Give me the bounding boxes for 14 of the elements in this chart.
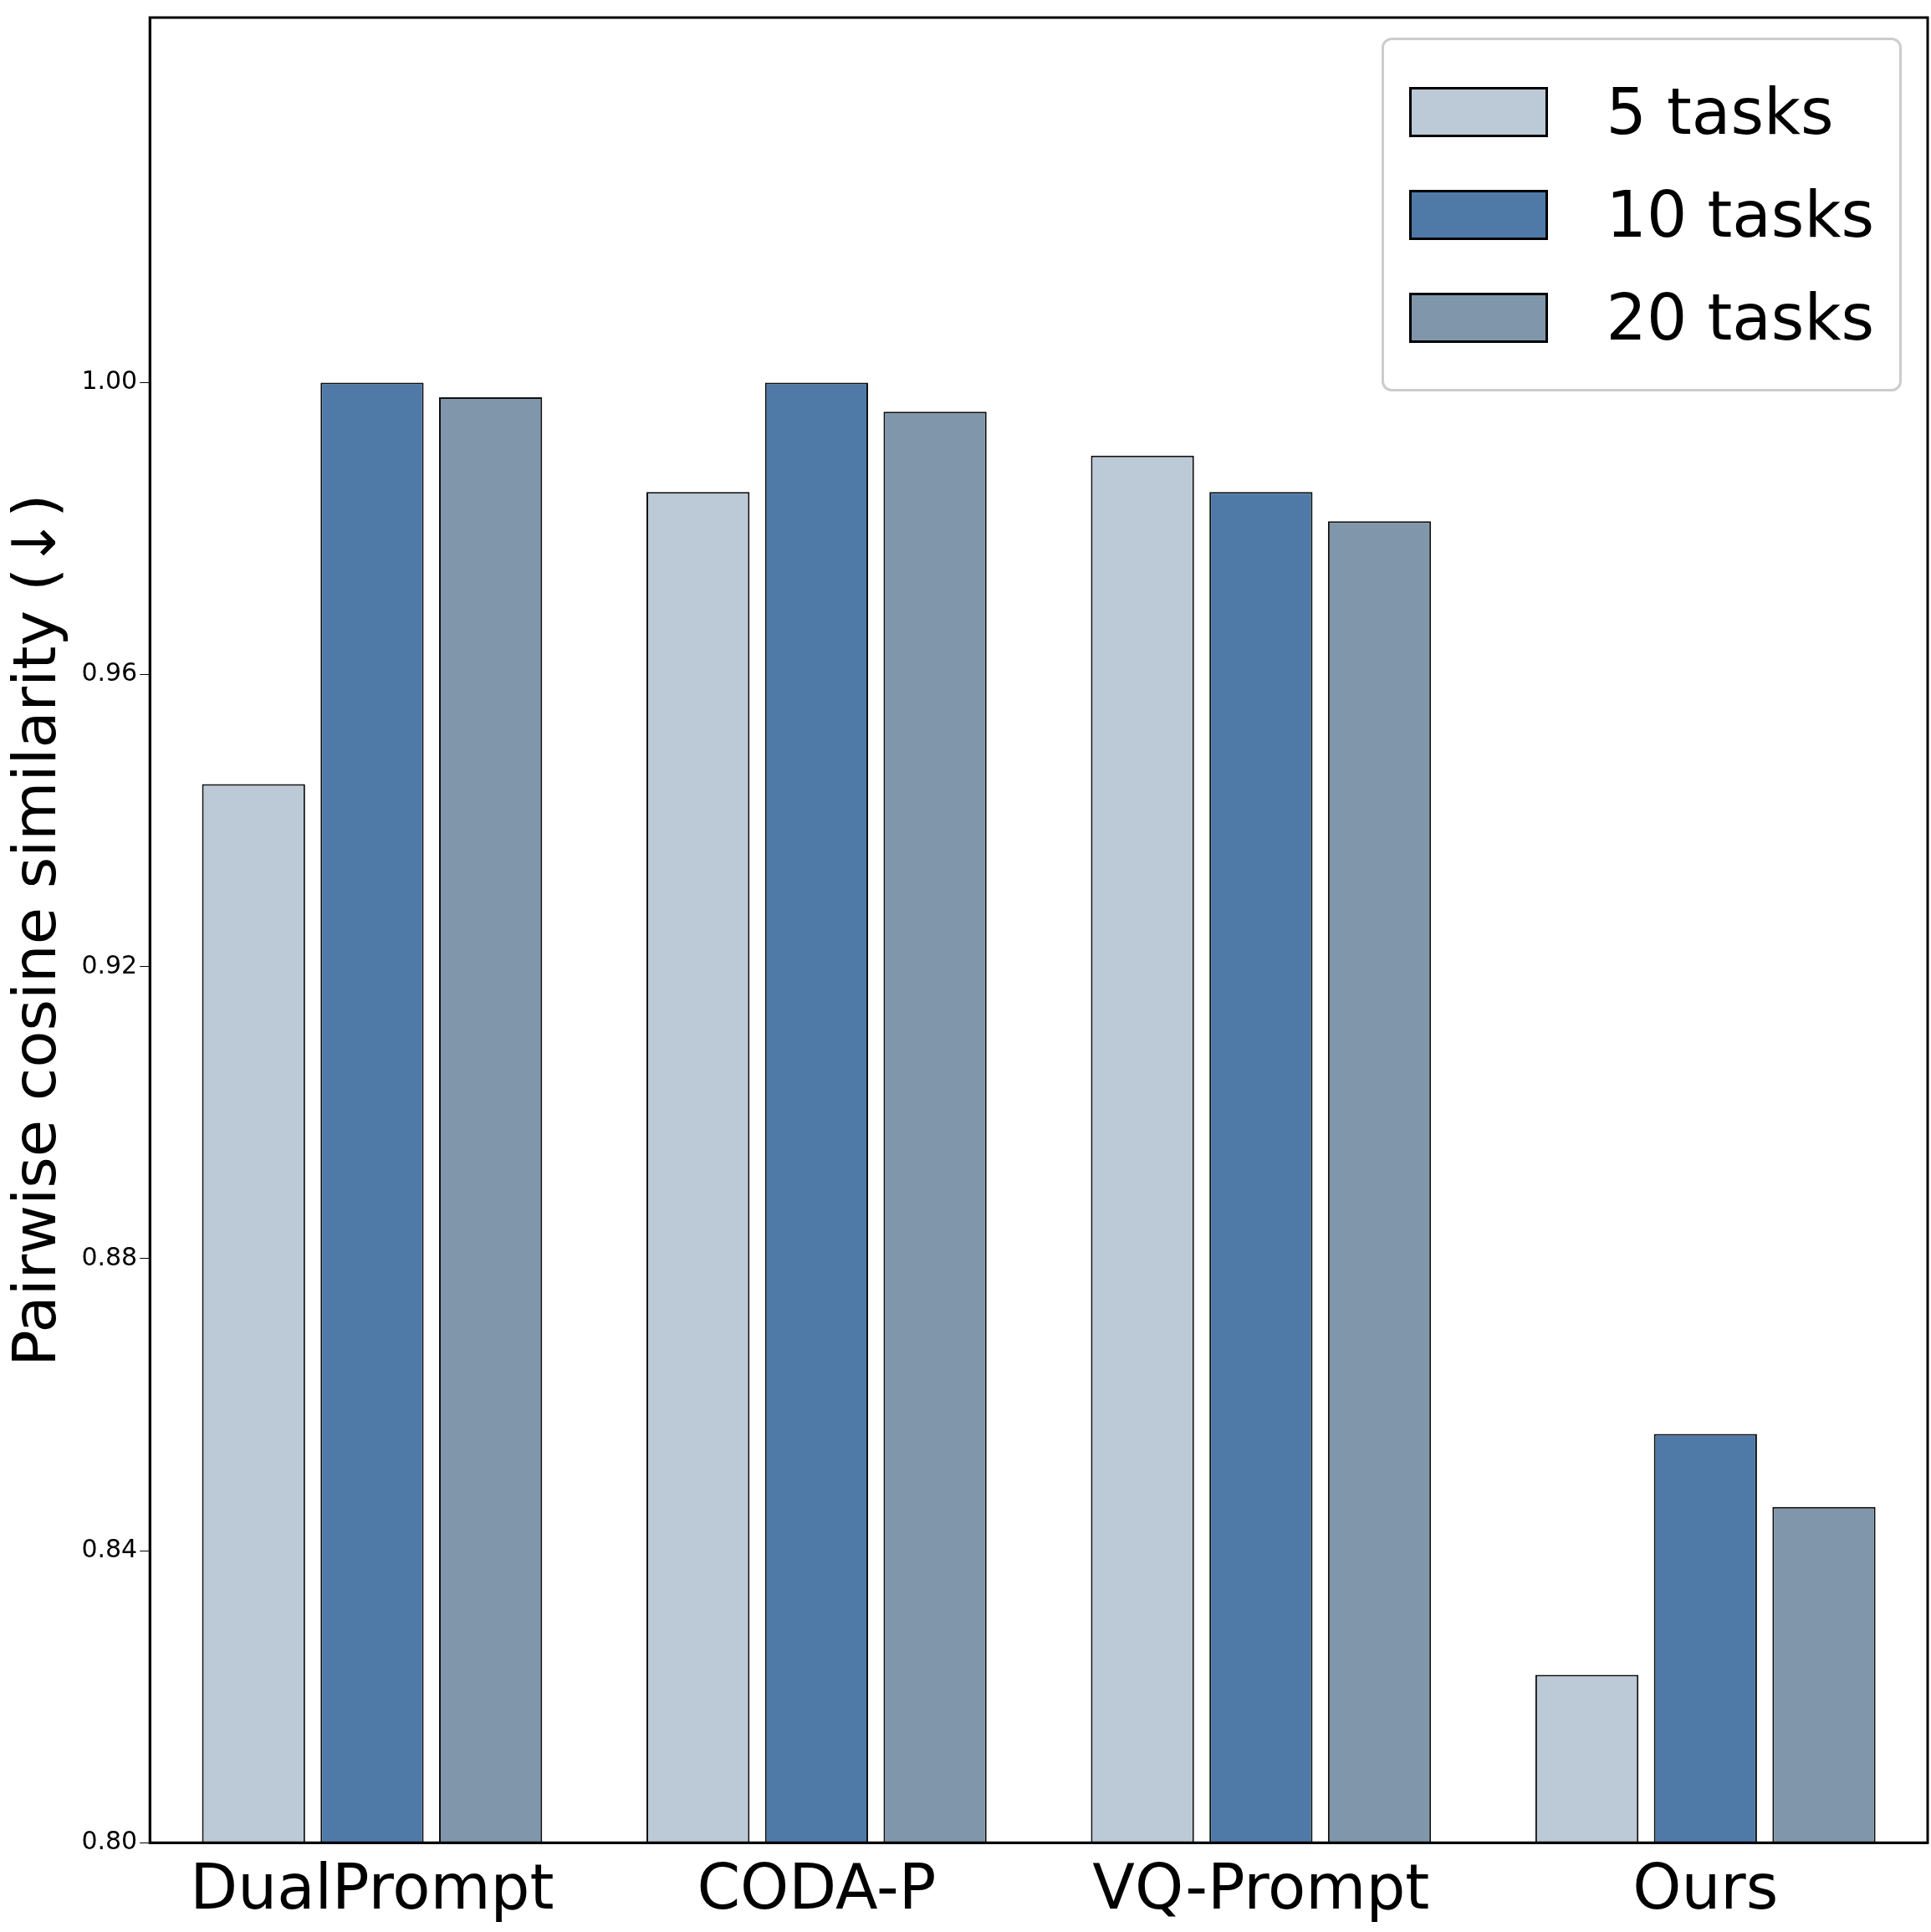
x-tick-label: CODA-P: [697, 1850, 937, 1923]
y-tick-label: 0.96: [81, 657, 138, 687]
y-tick-label: 1.00: [81, 365, 138, 396]
y-axis-title: Pairwise cosine similarity (↓): [0, 493, 69, 1367]
y-tick-label: 0.84: [81, 1533, 138, 1563]
legend-label: 10 tasks: [1606, 177, 1874, 252]
x-tick-label: VQ-Prompt: [1092, 1850, 1430, 1923]
legend-label: 5 tasks: [1606, 74, 1834, 149]
y-tick-label: 0.80: [81, 1826, 138, 1855]
x-tick-label: DualPrompt: [190, 1850, 554, 1923]
legend-label: 20 tasks: [1606, 280, 1874, 355]
y-tick-label: 0.92: [81, 949, 138, 979]
y-tick-label: 0.88: [81, 1241, 138, 1271]
x-tick-label: Ours: [1632, 1850, 1779, 1923]
